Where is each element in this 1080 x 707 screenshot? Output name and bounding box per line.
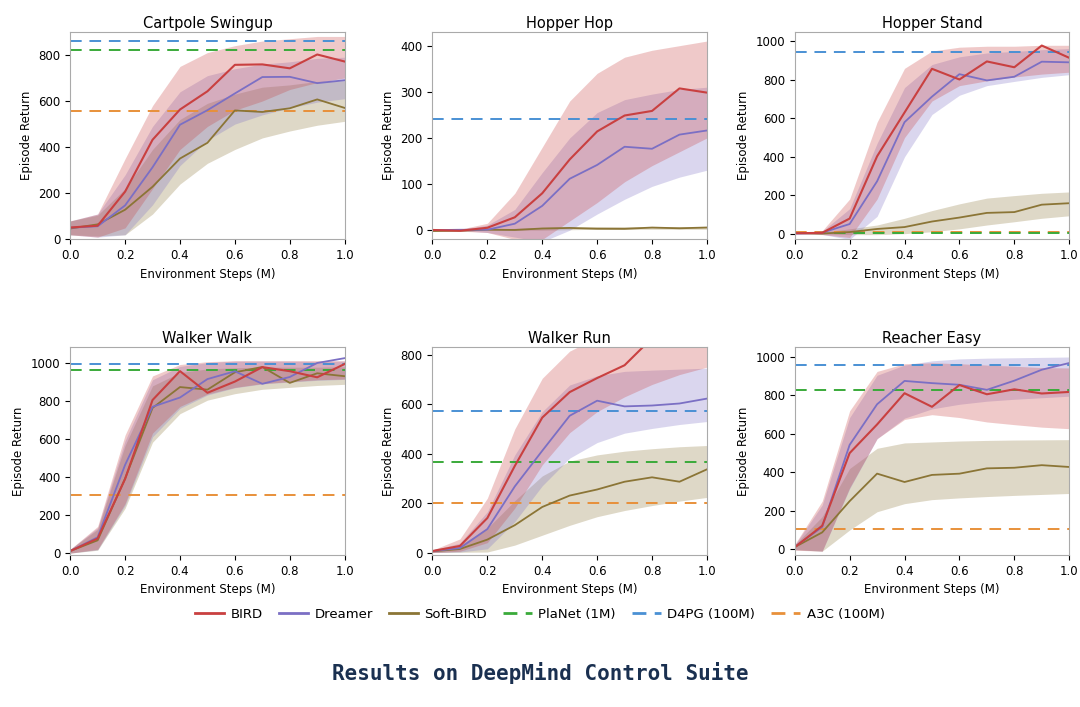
Title: Walker Walk: Walker Walk xyxy=(162,331,253,346)
X-axis label: Environment Steps (M): Environment Steps (M) xyxy=(139,268,275,281)
X-axis label: Environment Steps (M): Environment Steps (M) xyxy=(502,583,637,596)
X-axis label: Environment Steps (M): Environment Steps (M) xyxy=(864,583,1000,596)
Title: Hopper Stand: Hopper Stand xyxy=(881,16,983,30)
Y-axis label: Episode Return: Episode Return xyxy=(12,407,25,496)
X-axis label: Environment Steps (M): Environment Steps (M) xyxy=(139,583,275,596)
Legend: BIRD, Dreamer, Soft-BIRD, PlaNet (1M), D4PG (100M), A3C (100M): BIRD, Dreamer, Soft-BIRD, PlaNet (1M), D… xyxy=(190,602,890,626)
Title: Hopper Hop: Hopper Hop xyxy=(526,16,613,30)
Y-axis label: Episode Return: Episode Return xyxy=(737,407,750,496)
X-axis label: Environment Steps (M): Environment Steps (M) xyxy=(864,268,1000,281)
Title: Cartpole Swingup: Cartpole Swingup xyxy=(143,16,272,30)
Y-axis label: Episode Return: Episode Return xyxy=(382,407,395,496)
X-axis label: Environment Steps (M): Environment Steps (M) xyxy=(502,268,637,281)
Y-axis label: Episode Return: Episode Return xyxy=(19,91,32,180)
Title: Walker Run: Walker Run xyxy=(528,331,611,346)
Title: Reacher Easy: Reacher Easy xyxy=(882,331,982,346)
Y-axis label: Episode Return: Episode Return xyxy=(737,91,750,180)
Y-axis label: Episode Return: Episode Return xyxy=(382,91,395,180)
Text: Results on DeepMind Control Suite: Results on DeepMind Control Suite xyxy=(332,662,748,684)
